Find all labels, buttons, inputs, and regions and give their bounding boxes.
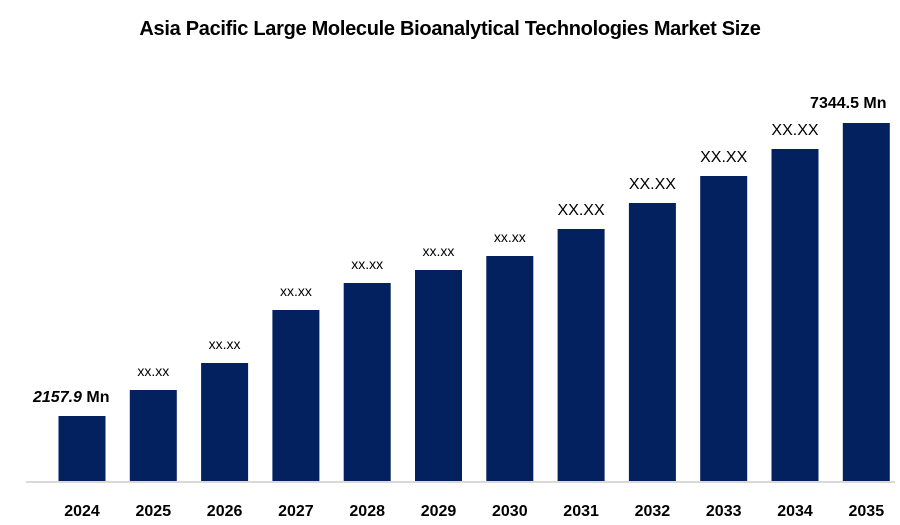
data-label-2035: 7344.5 Mn — [810, 95, 886, 112]
bar-2028 — [343, 283, 391, 481]
x-tick-label-2025: 2025 — [136, 503, 172, 520]
data-label-2032: XX.XX — [629, 176, 676, 193]
data-label-2027: xx.xx — [280, 283, 312, 299]
data-label-2034: XX.XX — [771, 122, 818, 139]
bar-2030 — [486, 256, 534, 481]
data-label-2026: xx.xx — [209, 336, 241, 352]
x-tick-label-2027: 2027 — [278, 503, 314, 520]
data-label-2030: xx.xx — [494, 229, 526, 245]
x-tick-label-2026: 2026 — [207, 503, 243, 520]
bar-2026 — [201, 363, 249, 481]
data-label-2029: xx.xx — [423, 243, 455, 259]
bar-2027 — [272, 310, 320, 481]
bar-2025 — [129, 390, 177, 481]
bar-2031 — [557, 229, 605, 481]
x-tick-label-2034: 2034 — [777, 503, 813, 520]
x-tick-label-2028: 2028 — [349, 503, 385, 520]
x-tick-label-2033: 2033 — [706, 503, 742, 520]
x-tick-label-2032: 2032 — [635, 503, 671, 520]
data-label-2025: xx.xx — [137, 363, 169, 379]
bar-2034 — [771, 149, 819, 481]
x-tick-label-2031: 2031 — [563, 503, 599, 520]
data-label-2031: XX.XX — [558, 202, 605, 219]
bar-2024 — [58, 416, 106, 481]
x-tick-label-2029: 2029 — [421, 503, 457, 520]
x-tick-label-2035: 2035 — [849, 503, 885, 520]
data-label-2033: XX.XX — [700, 149, 747, 166]
chart-title: Asia Pacific Large Molecule Bioanalytica… — [139, 18, 761, 40]
data-label-2024: 2157.9 Mn — [32, 389, 109, 406]
bar-2033 — [700, 176, 748, 481]
bar-2029 — [415, 270, 462, 481]
data-label-2028: xx.xx — [351, 256, 383, 272]
x-tick-label-2030: 2030 — [492, 503, 528, 520]
bar-2035 — [842, 123, 890, 481]
bar-2032 — [628, 203, 676, 481]
x-tick-label-2024: 2024 — [64, 503, 100, 520]
